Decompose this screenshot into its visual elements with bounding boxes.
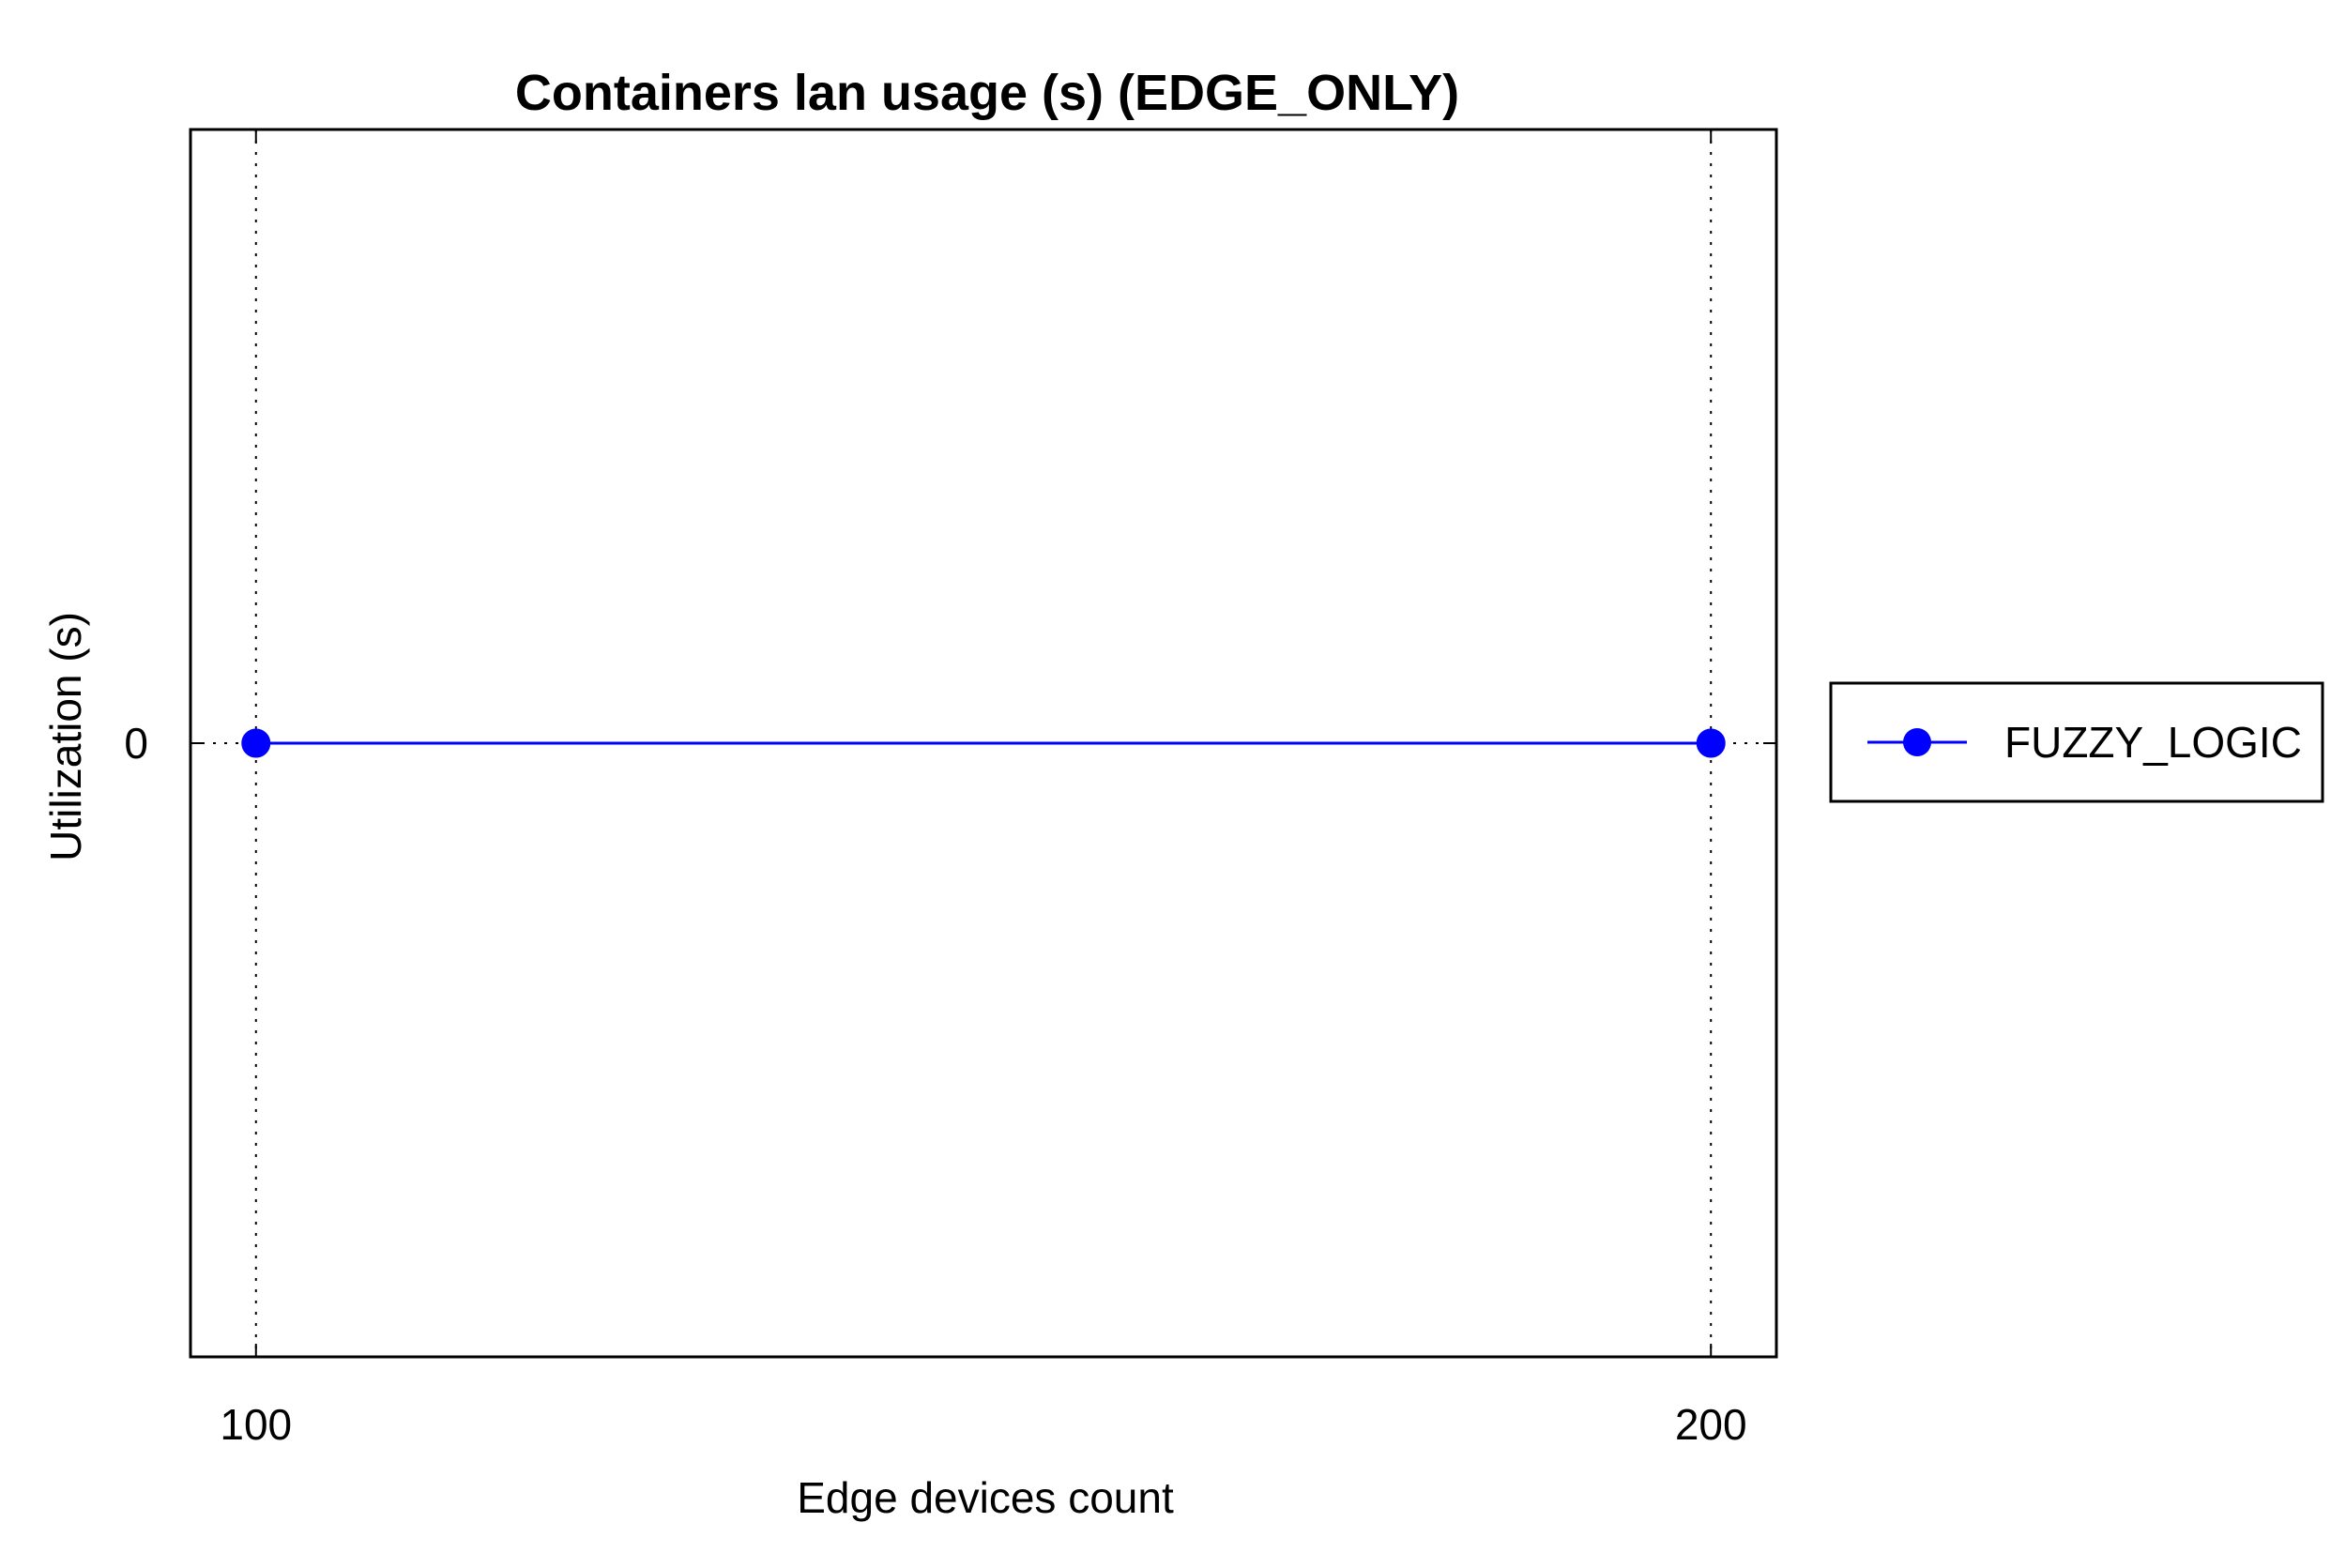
x-tick-label: 200	[1675, 1400, 1747, 1449]
y-axis-ticks: 0	[124, 719, 1776, 768]
x-axis-ticks: 100 200	[220, 129, 1747, 1449]
series-layer	[241, 728, 1726, 758]
data-point	[1696, 728, 1726, 758]
chart-title: Containers lan usage (s) (EDGE_ONLY)	[515, 65, 1459, 121]
legend-marker	[1903, 728, 1931, 756]
grid-lines	[190, 129, 1776, 1357]
y-axis-label: Utilization (s)	[41, 612, 90, 861]
x-axis-label: Edge devices count	[797, 1473, 1174, 1522]
legend-label: FUZZY_LOGIC	[2004, 718, 2302, 767]
x-tick-label: 100	[220, 1400, 292, 1449]
y-tick-label: 0	[124, 719, 148, 768]
data-point	[241, 728, 271, 758]
legend: FUZZY_LOGIC	[1829, 681, 2324, 803]
